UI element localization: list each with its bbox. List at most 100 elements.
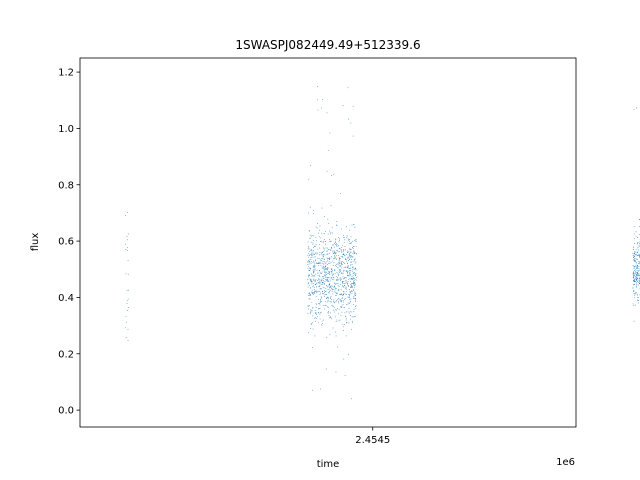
data-point — [324, 240, 326, 242]
data-point — [347, 311, 349, 313]
data-point — [320, 261, 322, 263]
data-point — [310, 280, 311, 281]
data-point — [636, 265, 638, 267]
data-point — [338, 302, 339, 304]
data-point — [341, 282, 343, 283]
data-point — [311, 280, 312, 282]
data-point — [308, 285, 310, 286]
data-point — [343, 270, 345, 272]
data-point — [354, 253, 355, 254]
data-point — [327, 233, 329, 235]
data-point — [335, 275, 337, 277]
data-point — [328, 249, 329, 250]
data-point — [349, 289, 350, 290]
data-point — [127, 339, 129, 341]
data-point — [323, 292, 324, 294]
data-point — [346, 317, 347, 319]
data-point — [313, 293, 315, 294]
data-point — [319, 283, 321, 284]
data-point — [324, 282, 325, 284]
data-point — [326, 301, 328, 303]
data-point — [334, 269, 335, 271]
data-point — [335, 259, 337, 260]
data-point — [342, 294, 344, 296]
data-point — [347, 267, 349, 269]
data-point — [333, 242, 335, 244]
data-point — [329, 317, 331, 319]
data-point — [339, 319, 341, 321]
data-point — [350, 287, 352, 288]
data-point — [354, 282, 356, 284]
data-point — [319, 281, 321, 283]
data-point — [339, 300, 341, 302]
data-point — [317, 290, 319, 292]
data-point — [633, 278, 635, 280]
data-point — [308, 230, 310, 231]
data-point — [344, 324, 345, 325]
data-point — [350, 251, 351, 253]
data-point — [336, 245, 337, 247]
data-point — [125, 249, 127, 250]
data-point — [320, 297, 322, 299]
data-point — [637, 243, 638, 245]
data-point — [310, 287, 311, 288]
data-point — [328, 271, 330, 273]
data-point — [348, 251, 350, 252]
data-point — [326, 277, 328, 278]
data-point — [312, 244, 314, 245]
data-point — [320, 241, 322, 243]
data-point — [332, 265, 334, 266]
data-point — [634, 304, 636, 306]
data-point — [314, 253, 315, 255]
data-point — [334, 283, 336, 285]
data-point — [335, 255, 337, 257]
data-point — [633, 293, 635, 295]
data-point — [345, 297, 346, 299]
data-point — [635, 249, 637, 250]
data-point — [344, 239, 345, 241]
data-point — [344, 284, 346, 286]
data-point — [333, 253, 335, 254]
data-point — [317, 86, 318, 87]
data-point — [327, 267, 328, 269]
data-point — [349, 271, 351, 273]
data-point — [321, 258, 323, 259]
data-point — [327, 218, 329, 220]
data-point — [633, 267, 635, 269]
data-point — [345, 319, 347, 321]
data-point — [325, 243, 326, 245]
data-point — [125, 316, 127, 317]
data-point — [352, 267, 354, 269]
data-point — [338, 272, 340, 273]
data-point — [355, 269, 357, 271]
data-point — [326, 274, 328, 275]
data-point — [636, 286, 637, 288]
data-point — [328, 272, 329, 274]
data-point — [355, 273, 357, 275]
data-point — [310, 309, 312, 311]
data-point — [333, 291, 335, 293]
data-point — [337, 277, 338, 278]
data-point — [338, 248, 340, 249]
data-point — [339, 270, 340, 272]
data-point — [341, 263, 342, 265]
data-point — [335, 266, 337, 267]
data-point — [333, 302, 335, 303]
data-point — [341, 262, 342, 264]
data-point — [328, 291, 330, 293]
data-point — [327, 286, 328, 288]
data-point — [353, 285, 355, 287]
data-point — [351, 311, 353, 313]
data-point — [354, 259, 355, 261]
data-point — [331, 273, 333, 275]
data-point — [638, 270, 639, 272]
data-point — [633, 109, 635, 110]
data-point — [632, 271, 634, 273]
data-point — [345, 226, 347, 227]
data-point — [323, 287, 325, 289]
data-point — [318, 312, 320, 314]
data-point — [336, 271, 338, 273]
data-point — [333, 257, 335, 259]
data-point — [349, 267, 351, 269]
data-point — [342, 281, 343, 282]
